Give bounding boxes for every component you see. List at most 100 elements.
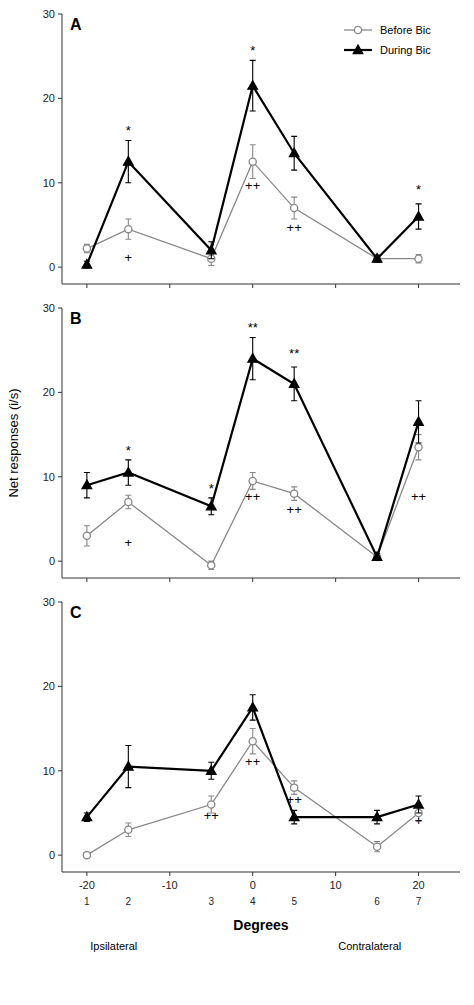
error-bar — [208, 561, 214, 569]
x-tick — [335, 284, 336, 288]
annotation: * — [126, 443, 131, 458]
annotation: ++ — [287, 220, 302, 235]
y-tick — [58, 308, 62, 309]
x-tick — [86, 872, 87, 876]
y-tick-label: 10 — [43, 471, 55, 483]
y-tick-label: 0 — [49, 261, 55, 273]
x-tick — [169, 872, 170, 876]
position-label: 1 — [84, 896, 90, 907]
legend-marker — [353, 45, 363, 54]
point — [372, 254, 382, 263]
panel-label: B — [70, 310, 82, 327]
y-axis — [62, 308, 63, 578]
series-line — [87, 86, 419, 265]
y-tick-label: 30 — [43, 596, 55, 608]
point — [289, 379, 299, 388]
point — [414, 417, 424, 426]
point — [208, 562, 215, 569]
error-bar — [84, 244, 90, 252]
point — [208, 801, 215, 808]
x-tick-label: -20 — [79, 879, 95, 891]
x-tick — [418, 872, 419, 876]
y-tick-label: 0 — [49, 849, 55, 861]
position-label: 7 — [416, 896, 422, 907]
series — [83, 145, 422, 266]
annotation: ++ — [245, 489, 260, 504]
background — [0, 0, 474, 1005]
point — [373, 843, 380, 850]
x-tick-label: 10 — [330, 879, 342, 891]
point — [414, 800, 424, 809]
annotation: * — [209, 481, 214, 496]
error-bar — [291, 197, 297, 219]
annotation: ++ — [245, 754, 260, 769]
error-bar — [374, 842, 380, 852]
point — [248, 81, 258, 90]
legend-label: During Bic — [380, 44, 431, 56]
point — [291, 784, 298, 791]
point — [82, 260, 92, 269]
series — [82, 60, 423, 268]
y-tick — [58, 14, 62, 15]
point — [124, 468, 133, 477]
y-tick — [58, 602, 62, 603]
x-tick — [418, 284, 419, 288]
x-tick — [418, 578, 419, 582]
series — [83, 435, 422, 570]
series — [82, 338, 423, 561]
position-label: 2 — [126, 896, 132, 907]
annotation: ++ — [245, 178, 260, 193]
error-bar — [84, 526, 90, 546]
legend-marker — [354, 26, 361, 33]
y-tick — [58, 476, 62, 477]
annotation: ++ — [204, 808, 219, 823]
point — [124, 762, 133, 771]
x-tick — [169, 284, 170, 288]
y-tick — [58, 770, 62, 771]
panel: 0102030-20-10010201234567+++++++CDegrees… — [43, 596, 460, 952]
annotation: ++ — [411, 489, 426, 504]
annotation: ++ — [287, 792, 302, 807]
error-bar — [125, 219, 131, 239]
plot-area — [82, 695, 423, 859]
x-tick-label: 0 — [250, 879, 256, 891]
y-tick-label: 20 — [43, 680, 55, 692]
series — [82, 695, 423, 824]
error-bar — [250, 473, 256, 490]
series-line — [87, 162, 419, 259]
panel-label: A — [70, 16, 82, 33]
point — [83, 245, 90, 252]
y-tick-label: 0 — [49, 555, 55, 567]
series-line — [87, 707, 419, 817]
annotation: ++ — [287, 502, 302, 517]
x-axis-side-label: Contralateral — [338, 940, 401, 952]
x-axis — [62, 578, 460, 579]
error-bar — [250, 729, 256, 754]
point — [207, 766, 217, 775]
x-axis-side-label: Ipsilateral — [90, 940, 137, 952]
annotation: + — [125, 250, 133, 265]
x-tick — [86, 284, 87, 288]
point — [289, 148, 299, 157]
panel: 0102030***+++++ABefore BicDuring Bic — [43, 8, 460, 288]
y-tick — [58, 98, 62, 99]
y-tick — [58, 267, 62, 268]
x-tick — [252, 284, 253, 288]
series-line — [87, 447, 419, 565]
annotation: * — [250, 43, 255, 58]
point — [83, 852, 90, 859]
point — [207, 245, 217, 254]
position-label: 6 — [374, 896, 380, 907]
position-label: 3 — [208, 896, 214, 907]
y-axis — [62, 602, 63, 872]
y-tick-label: 30 — [43, 302, 55, 314]
point — [415, 444, 422, 451]
error-bar — [125, 823, 131, 837]
x-tick — [335, 578, 336, 582]
point — [248, 702, 258, 711]
plot-area — [82, 60, 423, 268]
point — [291, 204, 298, 211]
error-bar — [125, 495, 131, 509]
figure: 0102030***+++++ABefore BicDuring Bic0102… — [0, 0, 474, 1005]
y-axis-label: Net responses (i/s) — [6, 388, 21, 497]
